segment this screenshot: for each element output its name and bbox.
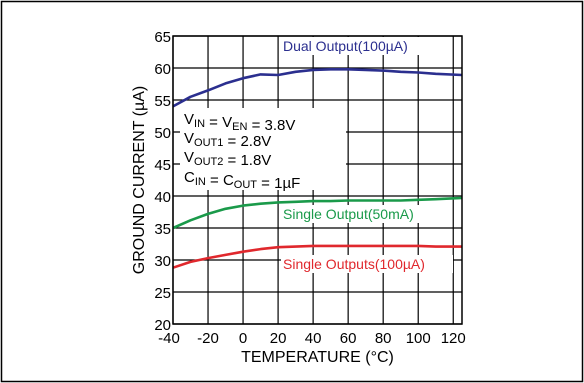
- condition-line: VOUT2 = 1.8V: [184, 149, 271, 169]
- y-tick-label: 60: [154, 61, 171, 78]
- condition-line: VOUT1 = 2.8V: [184, 130, 271, 150]
- x-tick-label: 20: [270, 330, 287, 347]
- y-tick-label: 25: [154, 285, 171, 302]
- x-tick-label: -20: [197, 330, 219, 347]
- y-tick-label: 65: [154, 29, 171, 46]
- y-tick-label: 50: [154, 125, 171, 142]
- x-tick-label: 60: [340, 330, 357, 347]
- conditions-bg: [180, 108, 346, 190]
- y-axis-label: GROUND CURRENT (µA): [131, 86, 148, 274]
- condition-line: VIN = VEN = 3.8V: [184, 111, 295, 134]
- y-tick-label: 20: [154, 317, 171, 334]
- series-line: [172, 244, 462, 269]
- x-tick-label: 120: [441, 330, 466, 347]
- series-label-bg: [281, 37, 436, 55]
- y-tick-labels: 20 25 30 35 40 45 50 55 60 65: [154, 29, 171, 334]
- x-tick-label: -40: [158, 330, 180, 347]
- series-label: Dual Output(100µA): [283, 38, 408, 54]
- series-label: Single Output(50mA): [283, 206, 414, 222]
- series-line: [172, 68, 463, 108]
- series-line: [172, 196, 463, 230]
- series-label-bg: [281, 205, 441, 223]
- series-label: Single Outputs(100µA): [283, 256, 425, 272]
- y-tick-label: 35: [154, 221, 171, 238]
- series-lines: [172, 68, 463, 269]
- x-tick-labels: -40 -20 0 20 40 60 80 100 120: [158, 330, 466, 347]
- x-axis-label: TEMPERATURE (°C): [241, 349, 394, 366]
- x-tick-label: 0: [239, 330, 247, 347]
- x-tick-label: 40: [305, 330, 322, 347]
- series-label-bg: [281, 255, 453, 273]
- x-tick-label: 100: [406, 330, 431, 347]
- y-tick-label: 40: [154, 189, 171, 206]
- y-tick-label: 55: [154, 93, 171, 110]
- y-tick-label: 30: [154, 253, 171, 270]
- condition-line: CIN = COUT = 1µF: [184, 169, 300, 192]
- series-labels: Dual Output(100µA) Single Output(50mA) Sin…: [281, 37, 453, 273]
- x-tick-label: 80: [375, 330, 392, 347]
- y-tick-label: 45: [154, 157, 171, 174]
- plot-frame: [172, 35, 463, 325]
